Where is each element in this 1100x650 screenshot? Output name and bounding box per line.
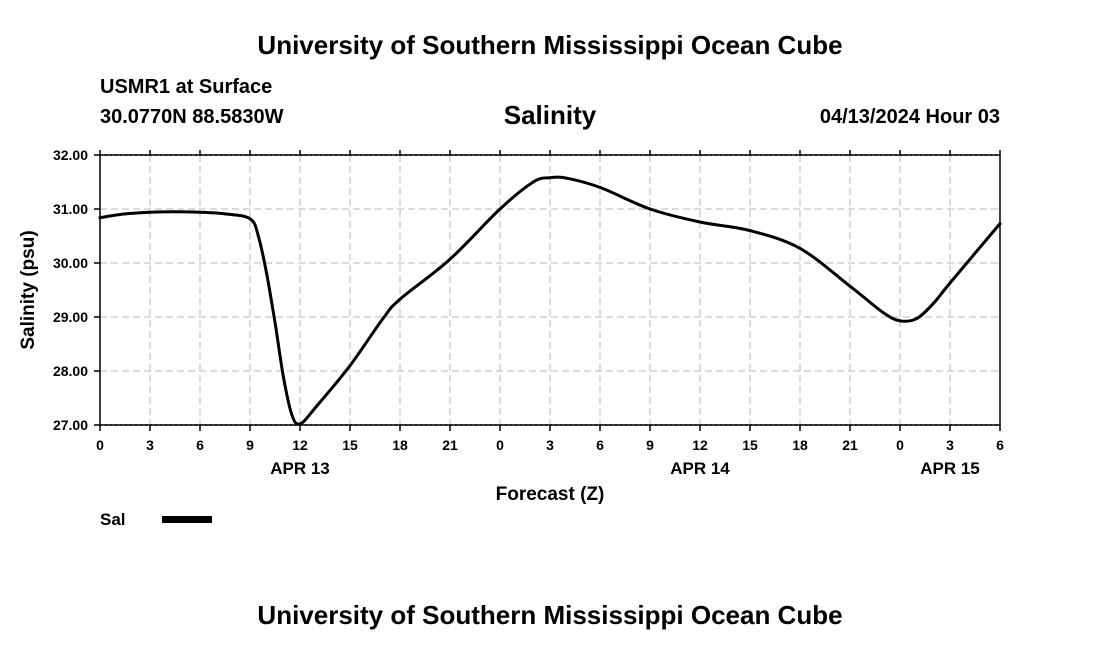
data-point: [223, 212, 227, 216]
chart-title: Salinity: [503, 100, 597, 130]
series-line-0: [98, 175, 1002, 426]
data-point: [881, 311, 885, 315]
data-point: [531, 180, 535, 184]
x-tick-label: 3: [546, 437, 554, 453]
data-point: [848, 284, 852, 288]
x-tick-label: 18: [392, 437, 408, 453]
legend-label: Sal: [100, 510, 126, 529]
data-point: [998, 222, 1002, 226]
legend-line-swatch: [162, 516, 212, 523]
data-point: [948, 281, 952, 285]
data-point: [281, 374, 285, 378]
data-point: [931, 302, 935, 305]
x-tick-label: 6: [196, 437, 204, 453]
data-point: [548, 176, 552, 180]
data-point: [148, 210, 152, 214]
data-point: [398, 297, 402, 301]
coordinates-label: 30.0770N 88.5830W: [100, 106, 284, 128]
data-point: [198, 210, 202, 214]
data-point: [315, 404, 319, 408]
y-axis-label: Salinity (psu): [18, 230, 39, 349]
date-label: APR 13: [270, 459, 330, 478]
data-point: [348, 364, 352, 368]
grid: [100, 154, 1000, 426]
x-tick-label: 0: [896, 437, 904, 453]
page-title: University of Southern Mississippi Ocean…: [257, 30, 843, 60]
x-tick-label: 21: [442, 437, 458, 453]
data-point: [798, 246, 802, 250]
date-label: APR 14: [670, 459, 730, 478]
data-point: [381, 316, 385, 320]
data-point: [290, 412, 294, 416]
x-axis-label: Forecast (Z): [496, 484, 605, 505]
station-label: USMR1 at Surface: [100, 76, 273, 98]
data-point: [256, 234, 260, 238]
x-tick-label: 18: [792, 437, 808, 453]
x-tick-label: 6: [996, 437, 1004, 453]
x-tick-label: 21: [842, 437, 858, 453]
timestamp-label: 04/13/2024 Hour 03: [819, 106, 1000, 128]
x-tick-label: 15: [342, 437, 358, 453]
data-point: [598, 185, 602, 189]
data-point: [98, 216, 102, 220]
data-point: [698, 220, 702, 224]
x-tick-label: 15: [742, 437, 758, 453]
data-point: [273, 320, 277, 324]
data-point: [298, 422, 302, 426]
footer-title: University of Southern Mississippi Ocean…: [257, 600, 843, 630]
y-tick-label: 29.00: [53, 309, 88, 325]
x-tick-label: 3: [146, 437, 154, 453]
x-tick-label: 9: [646, 437, 654, 453]
data-point: [915, 317, 919, 321]
data-point: [448, 257, 452, 261]
data-point: [898, 319, 902, 323]
axis-ticks: 27.00 28.00 29.00 30.00 31.00 32.00 0 3 6 9 12 15 18…: [53, 147, 1004, 478]
y-tick-label: 28.00: [53, 363, 88, 379]
y-tick-label: 27.00: [53, 417, 88, 433]
data-point: [248, 217, 252, 221]
x-tick-label: 6: [596, 437, 604, 453]
x-tick-label: 12: [692, 437, 708, 453]
x-tick-label: 12: [292, 437, 308, 453]
data-point: [565, 176, 569, 180]
data-point: [173, 210, 177, 214]
data-point: [265, 272, 269, 276]
y-tick-label: 31.00: [53, 201, 88, 217]
x-tick-label: 3: [946, 437, 954, 453]
series-layer: [98, 175, 1002, 426]
data-point: [123, 212, 127, 216]
data-point: [498, 207, 502, 211]
date-label: APR 15: [920, 459, 980, 478]
series-points-0: [98, 176, 1002, 426]
data-point: [648, 207, 652, 211]
data-point: [748, 229, 752, 233]
x-tick-label: 0: [96, 437, 104, 453]
x-tick-label: 0: [496, 437, 504, 453]
x-tick-label: 9: [246, 437, 254, 453]
y-tick-label: 30.00: [53, 255, 88, 271]
y-tick-label: 32.00: [53, 147, 88, 163]
